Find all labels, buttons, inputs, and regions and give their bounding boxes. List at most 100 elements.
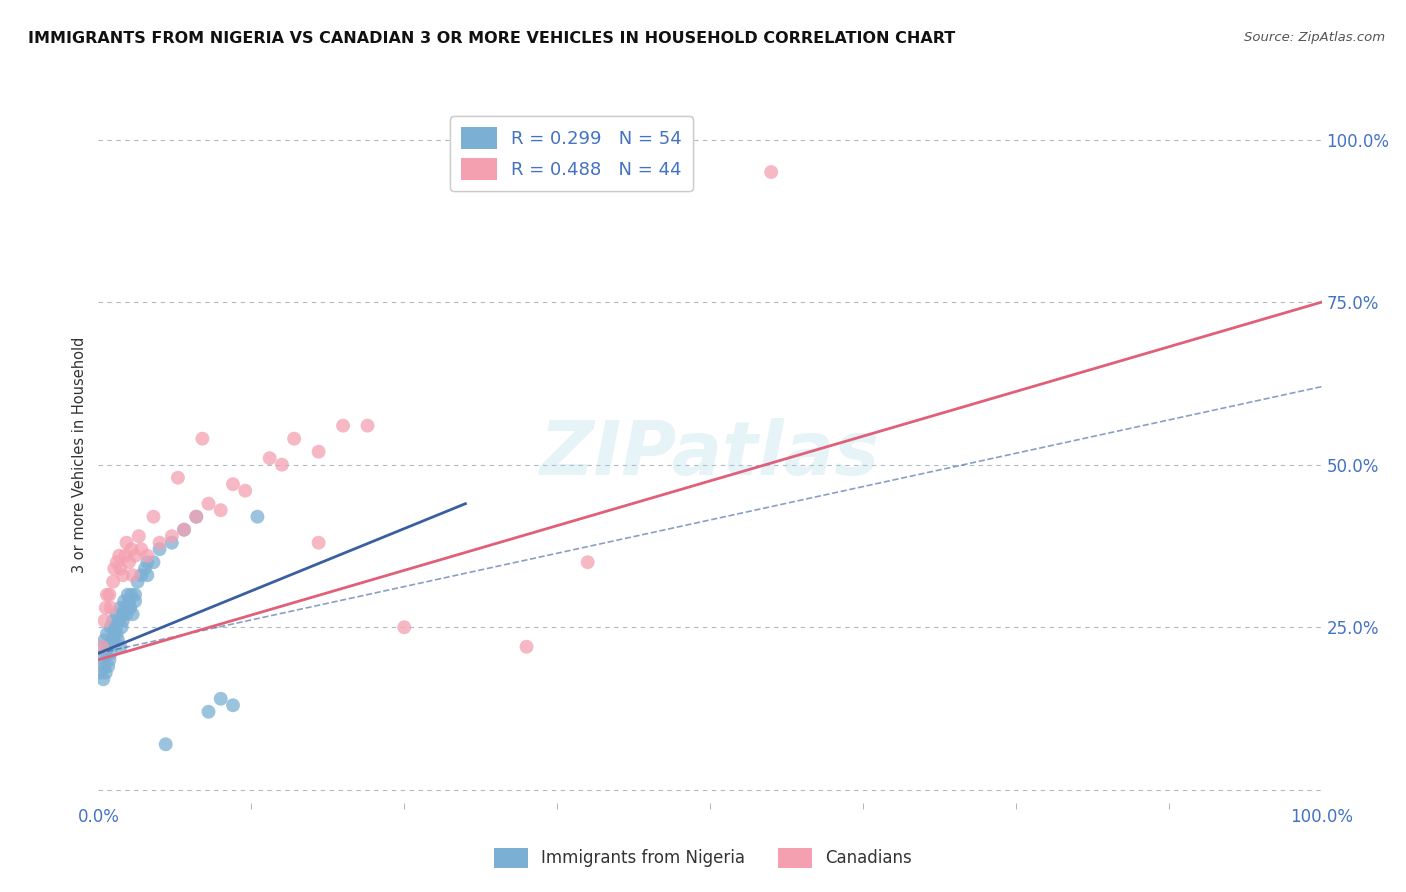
Point <box>96 626 118 640</box>
Point <box>115 535 138 549</box>
Point <box>114 549 136 563</box>
Point <box>101 574 124 589</box>
Point <box>118 600 141 615</box>
Point <box>270 458 294 472</box>
Point <box>97 640 120 654</box>
Point <box>246 509 269 524</box>
Point <box>105 626 128 640</box>
Point <box>516 640 538 654</box>
Point <box>173 523 195 537</box>
Point <box>117 588 139 602</box>
Point <box>136 555 159 569</box>
Point <box>97 659 120 673</box>
Point <box>128 529 150 543</box>
Point <box>121 568 143 582</box>
Point <box>120 600 142 615</box>
Point <box>110 562 132 576</box>
Point <box>209 691 232 706</box>
Point <box>308 444 330 458</box>
Point <box>91 653 114 667</box>
Point <box>121 607 143 622</box>
Point <box>675 152 697 166</box>
Point <box>209 503 232 517</box>
Point <box>100 646 122 660</box>
Point <box>173 523 195 537</box>
Point <box>98 653 121 667</box>
Legend: Immigrants from Nigeria, Canadians: Immigrants from Nigeria, Canadians <box>488 841 918 875</box>
Point <box>108 549 131 563</box>
Point <box>93 633 115 648</box>
Point <box>356 418 378 433</box>
Point <box>111 607 134 622</box>
Point <box>149 535 172 549</box>
Point <box>94 665 117 680</box>
Point <box>576 555 599 569</box>
Point <box>118 555 141 569</box>
Point <box>105 607 128 622</box>
Point <box>115 607 138 622</box>
Legend: R = 0.299   N = 54, R = 0.488   N = 44: R = 0.299 N = 54, R = 0.488 N = 44 <box>450 116 693 191</box>
Point <box>142 555 165 569</box>
Text: ZIPatlas: ZIPatlas <box>540 418 880 491</box>
Point <box>233 483 256 498</box>
Point <box>111 620 134 634</box>
Point <box>136 568 159 582</box>
Point <box>129 542 152 557</box>
Point <box>93 659 115 673</box>
Point <box>103 626 125 640</box>
Text: Source: ZipAtlas.com: Source: ZipAtlas.com <box>1244 31 1385 45</box>
Text: IMMIGRANTS FROM NIGERIA VS CANADIAN 3 OR MORE VEHICLES IN HOUSEHOLD CORRELATION : IMMIGRANTS FROM NIGERIA VS CANADIAN 3 OR… <box>28 31 955 46</box>
Point <box>94 600 117 615</box>
Point <box>96 588 118 602</box>
Point <box>111 568 134 582</box>
Point <box>100 620 122 634</box>
Point <box>110 640 132 654</box>
Point <box>392 620 416 634</box>
Point <box>111 614 134 628</box>
Point <box>120 542 142 557</box>
Point <box>259 451 281 466</box>
Point <box>100 600 122 615</box>
Point <box>155 737 177 751</box>
Point <box>94 646 117 660</box>
Point <box>107 633 129 648</box>
Point <box>142 509 165 524</box>
Point <box>105 555 128 569</box>
Point <box>149 542 172 557</box>
Point <box>114 600 136 615</box>
Point <box>91 640 114 654</box>
Point <box>112 594 135 608</box>
Point <box>136 549 159 563</box>
Point <box>127 574 149 589</box>
Point <box>101 633 124 648</box>
Point <box>93 614 115 628</box>
Point <box>197 705 219 719</box>
Point <box>129 568 152 582</box>
Point <box>283 432 305 446</box>
Point <box>160 529 183 543</box>
Point <box>124 594 146 608</box>
Point <box>160 535 183 549</box>
Point <box>101 633 124 648</box>
Point <box>134 562 156 576</box>
Point <box>104 620 127 634</box>
Point <box>222 698 245 713</box>
Point <box>91 672 114 686</box>
Point <box>98 588 121 602</box>
Point <box>332 418 354 433</box>
Y-axis label: 3 or more Vehicles in Household: 3 or more Vehicles in Household <box>72 337 87 573</box>
Point <box>222 477 245 491</box>
Point <box>308 535 330 549</box>
Point <box>120 588 142 602</box>
Point <box>91 640 114 654</box>
Point <box>186 509 208 524</box>
Point <box>118 594 141 608</box>
Point <box>124 588 146 602</box>
Point <box>110 600 132 615</box>
Point <box>191 432 214 446</box>
Point <box>90 665 112 680</box>
Point <box>108 614 131 628</box>
Point <box>186 509 208 524</box>
Point <box>761 165 783 179</box>
Point <box>103 562 125 576</box>
